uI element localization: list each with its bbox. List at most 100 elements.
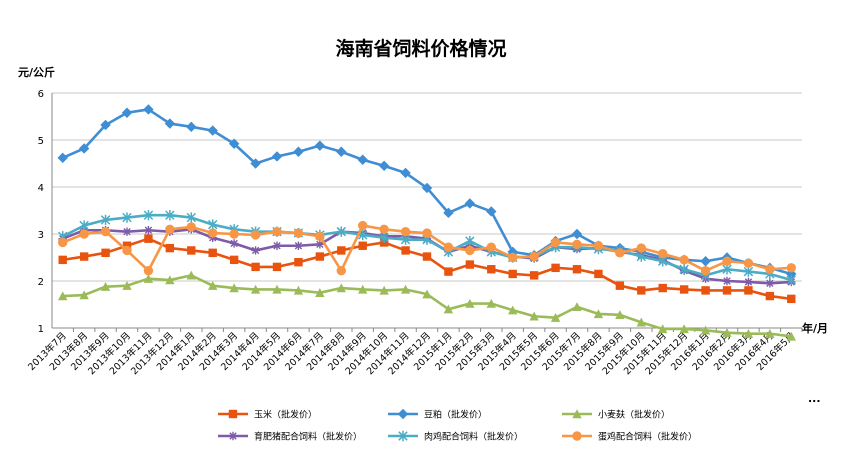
data-point	[465, 235, 475, 247]
data-point	[165, 210, 175, 221]
series-lines	[57, 104, 797, 341]
data-point	[358, 241, 367, 250]
legend-label: 玉米（批发价）	[254, 409, 317, 421]
data-point	[165, 275, 175, 285]
legend-marker	[572, 409, 582, 419]
data-point	[357, 154, 368, 165]
data-point	[444, 267, 453, 276]
data-point	[315, 231, 325, 242]
data-point	[186, 212, 197, 223]
data-point	[594, 269, 603, 279]
data-point	[679, 264, 689, 275]
data-point	[186, 270, 196, 280]
data-point	[443, 242, 454, 252]
data-point	[272, 284, 282, 294]
data-point	[744, 277, 753, 287]
data-point	[379, 285, 389, 295]
data-point	[122, 281, 132, 290]
x-axis-unit: 年/月	[802, 321, 828, 335]
data-point	[465, 298, 475, 308]
data-point	[679, 285, 689, 294]
y-tick-label: 4	[38, 183, 44, 194]
legend-item: 肉鸡配合饲料（批发价）	[388, 431, 523, 443]
data-point	[572, 239, 582, 250]
data-point	[165, 243, 175, 253]
data-point	[272, 241, 282, 250]
legend-item: 蛋鸡配合饲料（批发价）	[562, 431, 697, 443]
data-point	[358, 284, 368, 294]
data-point	[465, 245, 475, 256]
data-point	[100, 214, 111, 226]
data-point	[487, 265, 496, 274]
data-point	[636, 251, 647, 262]
data-point	[700, 265, 711, 276]
data-point	[271, 151, 283, 162]
data-point	[765, 279, 775, 288]
data-point	[658, 249, 668, 259]
data-point	[743, 328, 754, 338]
data-point	[572, 302, 582, 312]
data-point	[229, 283, 239, 293]
data-point	[294, 258, 303, 267]
data-point	[79, 220, 89, 231]
data-point	[529, 251, 539, 262]
data-point	[57, 152, 68, 164]
data-point	[79, 252, 89, 261]
y-tick-label: 5	[38, 136, 44, 147]
data-point	[722, 328, 732, 337]
data-point	[315, 288, 325, 297]
data-point	[615, 248, 625, 258]
data-point	[250, 158, 261, 169]
legend-marker	[572, 431, 582, 441]
legend-marker	[397, 408, 409, 420]
data-point	[550, 312, 561, 322]
data-point	[143, 273, 154, 283]
data-point	[421, 182, 433, 194]
data-point	[164, 118, 176, 129]
data-point	[700, 256, 711, 267]
data-point	[58, 237, 68, 248]
data-point	[658, 324, 668, 334]
data-point	[228, 138, 240, 149]
data-point	[529, 311, 539, 321]
data-point	[786, 274, 797, 286]
legend-marker	[398, 430, 408, 442]
legend-label: 豆粕（批发价）	[424, 409, 487, 421]
data-point	[144, 226, 153, 235]
data-point	[294, 241, 303, 250]
data-point	[101, 248, 110, 257]
data-point	[508, 305, 518, 315]
y-axis-ticks: 1 2 3 4 5 6	[38, 89, 44, 335]
data-point	[787, 294, 796, 304]
data-point	[679, 255, 689, 265]
more-indicator: ...	[808, 392, 821, 405]
data-point	[144, 234, 153, 243]
data-point	[658, 283, 667, 293]
y-tick-label: 6	[38, 89, 44, 100]
data-point	[58, 291, 68, 301]
legend-marker	[228, 431, 238, 441]
data-point	[293, 228, 304, 238]
data-point	[679, 324, 689, 334]
data-point	[571, 228, 583, 240]
data-point	[336, 283, 346, 293]
x-axis-ticks: 2013年7月2013年8月2013年9月2013年10月2013年11月201…	[26, 328, 803, 377]
y-tick-label: 1	[38, 324, 44, 335]
data-point	[336, 226, 347, 237]
data-point	[508, 269, 517, 279]
data-point	[186, 121, 197, 133]
data-point	[765, 328, 775, 338]
data-point	[79, 290, 89, 300]
data-point	[765, 291, 775, 301]
data-point	[208, 281, 218, 290]
data-point	[143, 265, 154, 276]
data-point	[315, 240, 325, 249]
data-point	[78, 143, 90, 154]
data-point	[464, 198, 476, 209]
data-point	[100, 281, 111, 291]
legend-item: 玉米（批发价）	[218, 409, 317, 421]
data-point	[336, 146, 347, 157]
data-point	[486, 242, 496, 252]
data-point	[765, 264, 775, 274]
